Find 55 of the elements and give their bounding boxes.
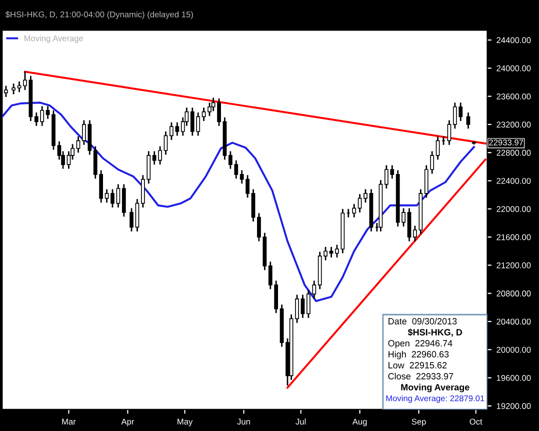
- candlestick: [76, 136, 80, 154]
- annotation: Moving Average: 22879.01: [386, 395, 484, 403]
- y-tick-label: 20800.00: [496, 290, 531, 296]
- y-tick-label: 21600.00: [496, 234, 531, 240]
- y-tick-label: 22400.00: [496, 178, 531, 184]
- candlestick: [164, 130, 168, 156]
- candlestick: [208, 102, 212, 117]
- candlestick: [329, 246, 334, 258]
- annotation: Open 22946.74: [388, 340, 452, 348]
- candlestick: [436, 136, 440, 160]
- x-tick-label: Apr: [121, 418, 134, 426]
- x-tick-label: Jun: [237, 418, 250, 425]
- candlestick: [447, 120, 452, 146]
- candlestick: [466, 112, 470, 130]
- y-tick-label: 19200.00: [496, 403, 531, 410]
- x-tick-label: May: [178, 418, 193, 426]
- y-tick-label: 24000.00: [496, 65, 531, 72]
- annotation: High 22960.63: [388, 350, 449, 360]
- y-tick-label: 19600.00: [496, 374, 531, 381]
- candlestick: [135, 198, 140, 232]
- candlestick: [358, 193, 362, 214]
- line-series: [2, 102, 475, 302]
- y-tick-label: 22800.00: [496, 150, 531, 156]
- candlestick: [130, 208, 134, 232]
- y-tick-label: 21200.00: [496, 262, 531, 268]
- y-tick-label: 23200.00: [496, 122, 531, 128]
- chart-title: $HSI-HKG, D, 21:00-04:00 (Dynamic) (delayed 15): [5, 11, 193, 20]
- candlestick: [122, 184, 126, 218]
- legend-label: Moving Average: [24, 35, 84, 43]
- annotation: $HSI-HKG, D: [408, 328, 462, 337]
- x-tick-label: Aug: [352, 418, 367, 426]
- x-tick-label: Sep: [412, 418, 426, 426]
- annotation: 22933.97: [489, 140, 524, 146]
- y-tick-label: 23600.00: [496, 94, 531, 100]
- candlestick: [23, 70, 27, 91]
- y-tick-label: 22000.00: [496, 206, 531, 212]
- candlestick: [17, 80, 22, 93]
- x-tick-label: Oct: [470, 418, 482, 425]
- x-tick-label: Jul: [296, 418, 306, 425]
- y-tick-label: 24400.00: [496, 37, 531, 44]
- candlestick: [12, 82, 16, 95]
- annotation: Low 22915.62: [388, 362, 447, 368]
- y-tick-label: 20400.00: [496, 318, 531, 325]
- annotation: Date 09/30/2013: [388, 318, 457, 324]
- y-tick-label: 20000.00: [496, 346, 531, 353]
- candlestick: [352, 203, 356, 218]
- annotation: Moving Average: [401, 384, 470, 392]
- candlestick: [110, 188, 114, 208]
- candlestick: [300, 294, 305, 319]
- candlestick: [251, 188, 256, 222]
- annotation: Close 22933.97: [388, 372, 454, 380]
- candlestick: [104, 188, 109, 204]
- x-tick-label: Mar: [62, 418, 76, 425]
- candlestick: [116, 184, 120, 208]
- candlestick: [364, 188, 368, 204]
